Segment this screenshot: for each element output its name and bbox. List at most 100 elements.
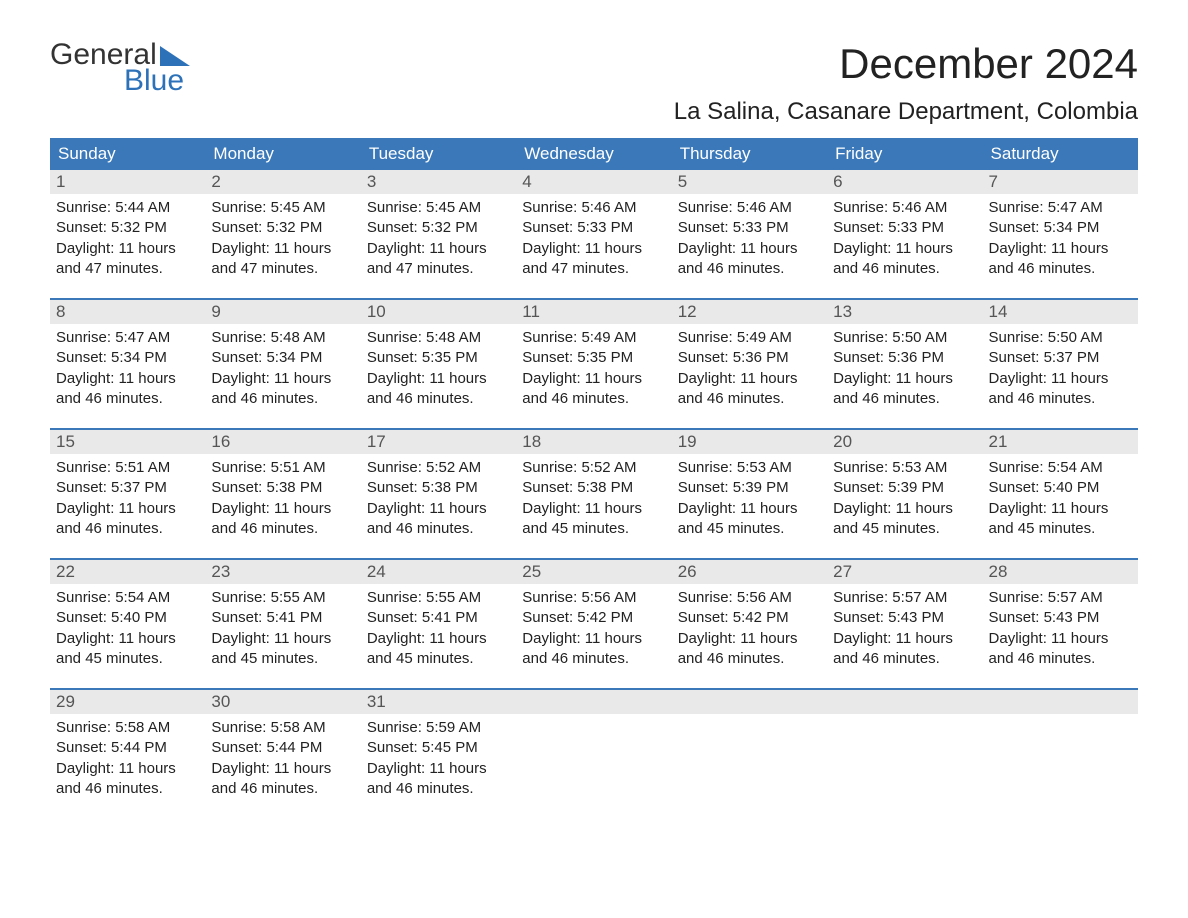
- daylight-line: Daylight: 11 hours and 46 minutes.: [522, 369, 665, 410]
- calendar-cell: 18Sunrise: 5:52 AMSunset: 5:38 PMDayligh…: [516, 430, 671, 558]
- day-details: Sunrise: 5:49 AMSunset: 5:35 PMDaylight:…: [516, 324, 671, 419]
- sunset-line: Sunset: 5:33 PM: [833, 218, 976, 238]
- calendar-cell: 28 Sunrise: 5:57 AMSunset: 5:43 PMDayligh…: [983, 560, 1138, 688]
- calendar-cell: [516, 690, 671, 818]
- calendar-cell: 3Sunrise: 5:45 AMSunset: 5:32 PMDaylight…: [361, 170, 516, 298]
- day-number: 24: [361, 560, 516, 584]
- day-number: 22: [50, 560, 205, 584]
- daylight-line: Daylight: 11 hours and 45 minutes.: [989, 499, 1132, 540]
- daylight-line: Daylight: 11 hours and 46 minutes.: [989, 629, 1132, 670]
- day-number: 8: [50, 300, 205, 324]
- day-number: 5: [672, 170, 827, 194]
- calendar-cell: [672, 690, 827, 818]
- calendar-cell: 23Sunrise: 5:55 AMSunset: 5:41 PMDayligh…: [205, 560, 360, 688]
- calendar-cell: 8Sunrise: 5:47 AMSunset: 5:34 PMDaylight…: [50, 300, 205, 428]
- sunset-line: Sunset: 5:32 PM: [56, 218, 199, 238]
- daylight-line: Daylight: 11 hours and 47 minutes.: [56, 239, 199, 280]
- sunset-line: Sunset: 5:37 PM: [56, 478, 199, 498]
- day-details: Sunrise: 5:55 AMSunset: 5:41 PMDaylight:…: [205, 584, 360, 679]
- sunrise-line: Sunrise: 5:59 AM: [367, 718, 510, 738]
- sunset-line: Sunset: 5:38 PM: [211, 478, 354, 498]
- day-details: Sunrise: 5:47 AMSunset: 5:34 PMDaylight:…: [983, 194, 1138, 289]
- sunrise-line: Sunrise: 5:47 AM: [989, 198, 1132, 218]
- day-number: 28: [983, 560, 1138, 584]
- daylight-line: Daylight: 11 hours and 46 minutes.: [833, 239, 976, 280]
- daylight-line: Daylight: 11 hours and 46 minutes.: [56, 499, 199, 540]
- day-number: 26: [672, 560, 827, 584]
- sunrise-line: Sunrise: 5:57 AM: [989, 588, 1132, 608]
- sunset-line: Sunset: 5:44 PM: [211, 738, 354, 758]
- calendar-cell: 29Sunrise: 5:58 AMSunset: 5:44 PMDayligh…: [50, 690, 205, 818]
- calendar-cell: 7Sunrise: 5:47 AMSunset: 5:34 PMDaylight…: [983, 170, 1138, 298]
- daylight-line: Daylight: 11 hours and 45 minutes.: [678, 499, 821, 540]
- calendar-cell: 1Sunrise: 5:44 AMSunset: 5:32 PMDaylight…: [50, 170, 205, 298]
- sunrise-line: Sunrise: 5:56 AM: [522, 588, 665, 608]
- calendar: SundayMondayTuesdayWednesdayThursdayFrid…: [50, 138, 1138, 818]
- day-details: Sunrise: 5:50 AMSunset: 5:37 PMDaylight:…: [983, 324, 1138, 419]
- day-number: 6: [827, 170, 982, 194]
- day-details: Sunrise: 5:55 AMSunset: 5:41 PMDaylight:…: [361, 584, 516, 679]
- sunrise-line: Sunrise: 5:53 AM: [678, 458, 821, 478]
- sunrise-line: Sunrise: 5:48 AM: [211, 328, 354, 348]
- week-row: 8Sunrise: 5:47 AMSunset: 5:34 PMDaylight…: [50, 298, 1138, 428]
- sunrise-line: Sunrise: 5:53 AM: [833, 458, 976, 478]
- calendar-cell: 22Sunrise: 5:54 AMSunset: 5:40 PMDayligh…: [50, 560, 205, 688]
- sunset-line: Sunset: 5:40 PM: [56, 608, 199, 628]
- calendar-cell: [983, 690, 1138, 818]
- sunrise-line: Sunrise: 5:48 AM: [367, 328, 510, 348]
- sunset-line: Sunset: 5:43 PM: [989, 608, 1132, 628]
- day-number: 9: [205, 300, 360, 324]
- sunrise-line: Sunrise: 5:44 AM: [56, 198, 199, 218]
- calendar-cell: 26Sunrise: 5:56 AMSunset: 5:42 PMDayligh…: [672, 560, 827, 688]
- day-details: Sunrise: 5:54 AMSunset: 5:40 PMDaylight:…: [983, 454, 1138, 549]
- day-header-cell: Tuesday: [361, 138, 516, 170]
- sunset-line: Sunset: 5:32 PM: [367, 218, 510, 238]
- day-details: Sunrise: 5:54 AMSunset: 5:40 PMDaylight:…: [50, 584, 205, 679]
- sunset-line: Sunset: 5:34 PM: [211, 348, 354, 368]
- sunrise-line: Sunrise: 5:56 AM: [678, 588, 821, 608]
- calendar-cell: 24Sunrise: 5:55 AMSunset: 5:41 PMDayligh…: [361, 560, 516, 688]
- sunrise-line: Sunrise: 5:52 AM: [367, 458, 510, 478]
- day-number: 18: [516, 430, 671, 454]
- calendar-cell: 16Sunrise: 5:51 AMSunset: 5:38 PMDayligh…: [205, 430, 360, 558]
- week-row: 1Sunrise: 5:44 AMSunset: 5:32 PMDaylight…: [50, 170, 1138, 298]
- week-row: 22Sunrise: 5:54 AMSunset: 5:40 PMDayligh…: [50, 558, 1138, 688]
- calendar-cell: 15Sunrise: 5:51 AMSunset: 5:37 PMDayligh…: [50, 430, 205, 558]
- location: La Salina, Casanare Department, Colombia: [674, 98, 1138, 126]
- day-number: 21: [983, 430, 1138, 454]
- title-block: December 2024 La Salina, Casanare Depart…: [674, 40, 1138, 126]
- day-details: Sunrise: 5:53 AMSunset: 5:39 PMDaylight:…: [672, 454, 827, 549]
- day-number: [827, 690, 982, 714]
- daylight-line: Daylight: 11 hours and 47 minutes.: [522, 239, 665, 280]
- daylight-line: Daylight: 11 hours and 46 minutes.: [989, 369, 1132, 410]
- daylight-line: Daylight: 11 hours and 45 minutes.: [833, 499, 976, 540]
- daylight-line: Daylight: 11 hours and 46 minutes.: [211, 369, 354, 410]
- daylight-line: Daylight: 11 hours and 45 minutes.: [56, 629, 199, 670]
- sunset-line: Sunset: 5:34 PM: [56, 348, 199, 368]
- sunrise-line: Sunrise: 5:49 AM: [522, 328, 665, 348]
- sunset-line: Sunset: 5:33 PM: [522, 218, 665, 238]
- sunset-line: Sunset: 5:41 PM: [367, 608, 510, 628]
- sunset-line: Sunset: 5:35 PM: [367, 348, 510, 368]
- sunrise-line: Sunrise: 5:51 AM: [211, 458, 354, 478]
- calendar-cell: 31Sunrise: 5:59 AMSunset: 5:45 PMDayligh…: [361, 690, 516, 818]
- day-number: 27: [827, 560, 982, 584]
- sunset-line: Sunset: 5:39 PM: [678, 478, 821, 498]
- sunset-line: Sunset: 5:41 PM: [211, 608, 354, 628]
- day-details: Sunrise: 5:45 AMSunset: 5:32 PMDaylight:…: [205, 194, 360, 289]
- day-details: Sunrise: 5:59 AMSunset: 5:45 PMDaylight:…: [361, 714, 516, 809]
- daylight-line: Daylight: 11 hours and 46 minutes.: [678, 629, 821, 670]
- sunrise-line: Sunrise: 5:50 AM: [989, 328, 1132, 348]
- daylight-line: Daylight: 11 hours and 46 minutes.: [56, 759, 199, 800]
- sunrise-line: Sunrise: 5:52 AM: [522, 458, 665, 478]
- sunrise-line: Sunrise: 5:58 AM: [56, 718, 199, 738]
- day-number: 25: [516, 560, 671, 584]
- daylight-line: Daylight: 11 hours and 46 minutes.: [678, 239, 821, 280]
- header: General Blue December 2024 La Salina, Ca…: [50, 40, 1138, 126]
- day-number: [983, 690, 1138, 714]
- day-number: [672, 690, 827, 714]
- sunset-line: Sunset: 5:40 PM: [989, 478, 1132, 498]
- daylight-line: Daylight: 11 hours and 46 minutes.: [367, 499, 510, 540]
- day-details: Sunrise: 5:48 AMSunset: 5:35 PMDaylight:…: [361, 324, 516, 419]
- day-number: 29: [50, 690, 205, 714]
